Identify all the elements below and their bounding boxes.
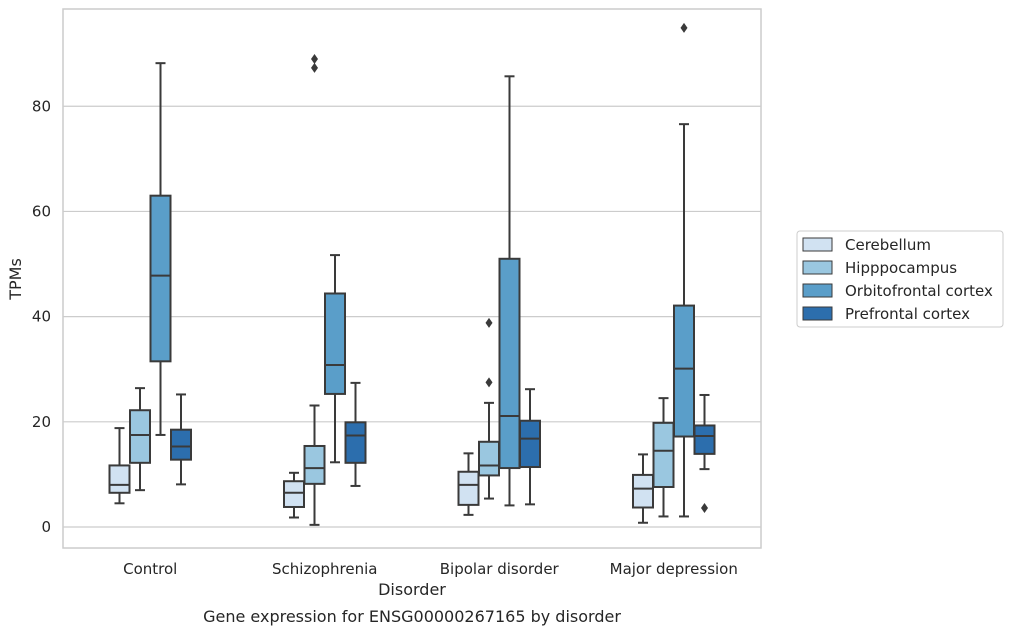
y-tick-label-4: 80	[32, 97, 51, 115]
box-0-2	[149, 62, 172, 436]
box-body	[283, 480, 305, 508]
box-2-0	[457, 452, 480, 516]
box-body	[632, 473, 654, 509]
box-body	[519, 419, 541, 469]
box-1-2	[324, 254, 346, 464]
box-body	[324, 292, 346, 395]
legend-swatch-2	[802, 283, 833, 298]
plot-area	[108, 22, 716, 526]
legend-swatch-0	[802, 237, 833, 252]
y-tick-label-3: 60	[32, 202, 51, 220]
box-body	[129, 409, 151, 464]
x-tick-label-2: Bipolar disorder	[440, 560, 560, 578]
x-tick-label-1: Schizophrenia	[272, 560, 377, 578]
outlier-0	[680, 22, 688, 33]
legend-swatch-1	[802, 260, 833, 275]
x-axis-ticks: Control Schizophrenia Bipolar disorder Majo…	[123, 560, 738, 578]
outlier-1	[485, 317, 493, 328]
box-3-2	[673, 22, 695, 518]
box-body	[303, 444, 326, 485]
outlier-0	[485, 377, 493, 388]
box-1-1	[303, 53, 326, 526]
box-body	[498, 257, 521, 470]
outlier-0	[311, 62, 318, 73]
box-3-3	[693, 393, 716, 514]
y-axis-label: TPMs	[6, 258, 25, 301]
box-2-1	[478, 317, 500, 500]
box-body	[170, 428, 192, 461]
legend-label-2: Orbitofrontal cortex	[845, 282, 993, 300]
box-body	[149, 194, 172, 363]
box-body	[344, 421, 367, 464]
box-3-1	[652, 397, 675, 518]
box-body	[478, 440, 500, 477]
legend-frame	[796, 230, 1004, 328]
box-body	[457, 470, 480, 506]
box-0-0	[108, 427, 131, 505]
box-2-2	[498, 75, 521, 507]
box-2-3	[519, 388, 541, 506]
legend-label-1: Hipppocampus	[845, 259, 957, 277]
legend-label-3: Prefrontal cortex	[845, 305, 970, 323]
y-tick-label-0: 0	[41, 518, 51, 536]
gridlines	[63, 105, 761, 528]
box-body	[652, 421, 675, 489]
plot-frame	[62, 8, 762, 549]
legend-swatch-3	[802, 306, 833, 321]
x-tick-label-0: Control	[123, 560, 177, 578]
chart-title: Gene expression for ENSG00000267165 by d…	[203, 607, 621, 626]
box-body	[673, 304, 695, 438]
legend: Cerebellum Hipppocampus Orbitofrontal cort…	[796, 230, 1004, 328]
outlier-1	[311, 53, 318, 64]
box-0-3	[170, 393, 192, 486]
box-body	[108, 464, 131, 494]
y-axis-ticks: 0 20 40 60 80	[32, 97, 51, 536]
x-axis-label: Disorder	[378, 580, 446, 599]
y-tick-label-2: 40	[32, 308, 51, 326]
box-1-3	[344, 381, 367, 487]
x-tick-label-3: Major depression	[610, 560, 738, 578]
box-0-1	[129, 387, 151, 492]
box-1-0	[283, 471, 305, 519]
box-3-0	[632, 453, 654, 524]
box-body	[693, 424, 716, 455]
outlier-0	[701, 503, 708, 514]
legend-label-0: Cerebellum	[845, 236, 931, 254]
y-tick-label-1: 20	[32, 413, 51, 431]
